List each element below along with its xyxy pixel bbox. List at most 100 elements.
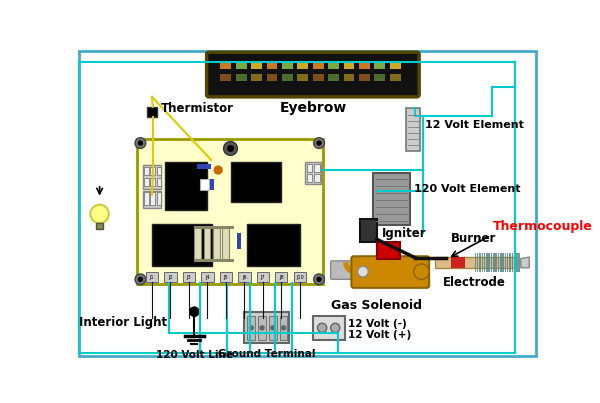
Bar (251, 62, 262, 69)
Circle shape (281, 325, 286, 330)
Bar (293, 272, 306, 283)
Bar (222, 228, 229, 259)
Bar (314, 174, 320, 182)
Text: J4: J4 (205, 275, 210, 280)
Bar (497, 253, 499, 272)
Bar (516, 253, 518, 272)
Text: J8: J8 (279, 275, 284, 280)
Bar (247, 224, 300, 266)
Circle shape (316, 140, 322, 146)
Text: J1: J1 (149, 275, 154, 280)
Bar (477, 253, 478, 272)
Bar (201, 272, 214, 283)
Bar (360, 219, 377, 242)
Bar (374, 62, 385, 69)
Text: Thermistor: Thermistor (161, 102, 234, 115)
Text: J2: J2 (168, 275, 173, 280)
Bar (491, 253, 493, 272)
Circle shape (214, 165, 223, 174)
Bar (137, 139, 323, 284)
Bar (230, 162, 281, 202)
Bar (269, 316, 277, 340)
Text: 12 Volt (-): 12 Volt (-) (347, 319, 406, 329)
Bar (486, 253, 488, 272)
Bar (390, 62, 401, 69)
Bar (203, 228, 211, 259)
Circle shape (135, 138, 146, 148)
Bar (390, 74, 401, 81)
Bar (344, 74, 355, 81)
Bar (194, 260, 233, 262)
Bar (406, 108, 420, 151)
Text: J7: J7 (260, 275, 265, 280)
Circle shape (227, 145, 234, 152)
Bar (220, 74, 231, 81)
Circle shape (314, 274, 325, 285)
Bar (500, 253, 502, 272)
FancyBboxPatch shape (352, 256, 429, 288)
Text: 120 Volt Line: 120 Volt Line (156, 350, 233, 360)
Bar (344, 62, 355, 69)
Bar (282, 74, 293, 81)
FancyBboxPatch shape (313, 316, 345, 340)
Bar (488, 253, 490, 272)
Bar (200, 179, 209, 190)
Bar (505, 253, 506, 272)
Bar (143, 191, 161, 208)
Text: Gas Solenoid: Gas Solenoid (331, 299, 422, 312)
Circle shape (331, 323, 340, 332)
Bar (251, 74, 262, 81)
Text: J10: J10 (296, 275, 304, 280)
Circle shape (138, 277, 143, 282)
Circle shape (270, 325, 275, 330)
Circle shape (91, 205, 109, 223)
Bar (359, 62, 370, 69)
Bar (373, 173, 410, 225)
Text: 12 Volt Element: 12 Volt Element (425, 120, 523, 130)
Circle shape (314, 138, 325, 148)
Text: 120 Volt Element: 120 Volt Element (414, 184, 520, 194)
Bar (236, 233, 241, 249)
Text: Igniter: Igniter (382, 226, 427, 240)
Bar (151, 167, 155, 175)
Text: J5: J5 (224, 275, 228, 280)
Text: Burner: Burner (451, 232, 497, 245)
Bar (197, 164, 211, 169)
Bar (496, 253, 497, 272)
Bar (507, 253, 508, 272)
Bar (220, 272, 232, 283)
Bar (194, 226, 233, 229)
Bar (374, 74, 385, 81)
Circle shape (138, 140, 143, 146)
Bar (183, 272, 195, 283)
Text: Electrode: Electrode (442, 276, 505, 289)
Bar (282, 62, 293, 69)
Bar (307, 174, 312, 182)
Bar (298, 62, 308, 69)
Bar (96, 223, 103, 229)
Bar (280, 316, 287, 340)
Circle shape (316, 277, 322, 282)
Circle shape (135, 274, 146, 285)
Bar (151, 192, 155, 205)
Bar (479, 253, 481, 272)
Circle shape (259, 325, 265, 330)
FancyBboxPatch shape (206, 52, 419, 97)
Bar (244, 312, 289, 343)
Bar (493, 253, 494, 272)
Bar (313, 74, 323, 81)
Bar (451, 257, 466, 268)
Bar (148, 107, 157, 117)
Circle shape (317, 323, 327, 332)
Bar (236, 62, 247, 69)
Bar (512, 253, 513, 272)
Circle shape (414, 264, 429, 279)
Bar (475, 253, 476, 272)
Bar (146, 272, 158, 283)
Bar (151, 178, 155, 186)
Text: Thermocouple: Thermocouple (493, 220, 593, 233)
Bar (266, 74, 277, 81)
Bar (144, 167, 149, 175)
Bar (377, 242, 400, 260)
Text: J6: J6 (242, 275, 247, 280)
